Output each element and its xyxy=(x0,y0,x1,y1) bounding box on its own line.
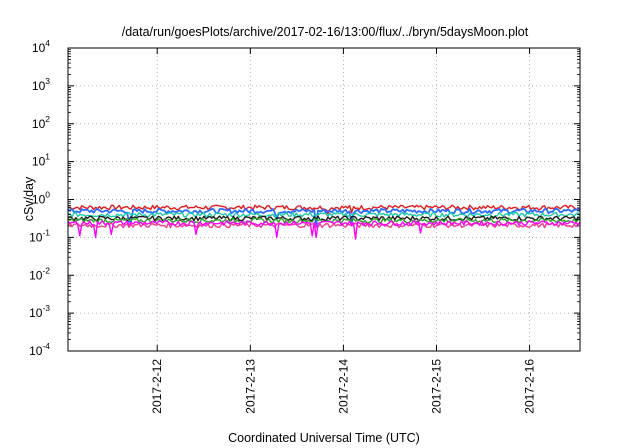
grid xyxy=(68,48,580,351)
chart-title: /data/run/goesPlots/archive/2017-02-16/1… xyxy=(122,25,529,39)
y-tick-label: 10-1 xyxy=(29,227,50,244)
x-axis-label: Coordinated Universal Time (UTC) xyxy=(228,431,420,445)
y-tick-label: 101 xyxy=(32,152,50,169)
x-axis: 2017-2-12 2017-2-13 2017-2-14 2017-2-15 2017… xyxy=(150,48,537,414)
x-tick-label: 2017-2-14 xyxy=(336,359,350,414)
y-tick-label: 100 xyxy=(32,190,50,207)
y-tick-label: 10-2 xyxy=(29,265,50,282)
x-tick-label: 2017-2-15 xyxy=(429,359,443,414)
y-axis-label: cSv/day xyxy=(22,176,36,221)
y-tick-label: 10-3 xyxy=(29,303,50,320)
series-line xyxy=(67,222,581,229)
y-tick-label: 10-4 xyxy=(29,341,50,358)
y-tick-label: 104 xyxy=(32,38,50,55)
x-tick-label: 2017-2-13 xyxy=(243,359,257,414)
series-line xyxy=(67,215,581,222)
y-axis: 10-4 10-3 10-2 10-1 100 101 102 103 104 xyxy=(29,38,580,358)
series-line xyxy=(67,207,581,227)
series-line xyxy=(67,220,581,240)
y-tick-label: 103 xyxy=(32,76,50,93)
y-tick-label: 102 xyxy=(32,114,50,131)
x-tick-label: 2017-2-12 xyxy=(150,359,164,414)
x-tick-label: 2017-2-16 xyxy=(523,359,537,414)
data-series xyxy=(67,204,581,240)
